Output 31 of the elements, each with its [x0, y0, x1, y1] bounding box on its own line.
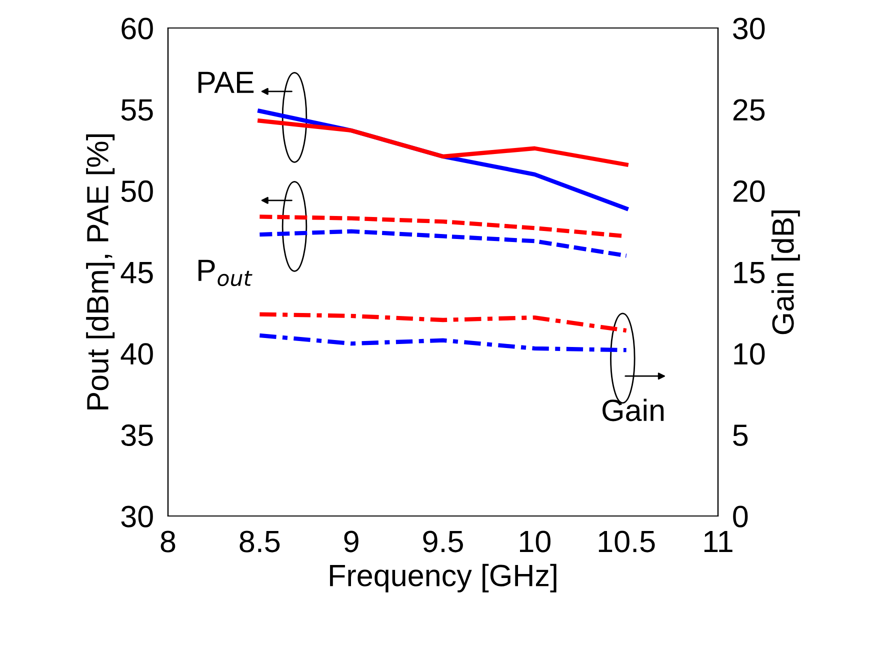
y2-tick-label: 10	[734, 343, 765, 365]
y2-axis-title: Gain [dB]	[771, 210, 800, 334]
y-tick-label: 40	[120, 343, 153, 365]
y-tick-label: 55	[121, 99, 153, 121]
y2-tick-label: 15	[734, 262, 765, 284]
y2-tick-label: 30	[733, 18, 765, 40]
y2-tick-label: 20	[733, 180, 765, 202]
annotation: P$_{out}$	[198, 260, 252, 286]
y-tick-label: 60	[122, 18, 153, 40]
x-tick-label: 8	[160, 530, 176, 552]
y2-tick-label: 5	[733, 424, 748, 446]
y-tick-label: 35	[121, 424, 153, 446]
annotation: PAE	[198, 72, 254, 93]
y-tick-label: 50	[121, 180, 153, 202]
y2-tick-label: 0	[733, 506, 748, 528]
x-tick-label: 9	[344, 530, 358, 552]
line-series	[258, 229, 628, 258]
y-tick-label: 30	[121, 506, 153, 528]
line-series	[258, 312, 628, 333]
annotation: Gain	[602, 398, 664, 422]
y-axis-title: Pout [dBm], PAE [%]	[86, 134, 115, 410]
y2-tick-label: 25	[733, 99, 765, 121]
x-tick-label: 9.5	[423, 530, 463, 552]
line-series	[258, 118, 628, 167]
x-tick-label: 10	[520, 530, 550, 552]
x-axis-title: Frequency [GHz]	[330, 564, 556, 592]
x-tick-label: 11	[704, 531, 732, 552]
y-tick-label: 45	[120, 262, 153, 284]
line-series	[258, 333, 628, 352]
x-tick-label: 10.5	[598, 530, 655, 552]
x-tick-label: 8.5	[240, 530, 280, 552]
